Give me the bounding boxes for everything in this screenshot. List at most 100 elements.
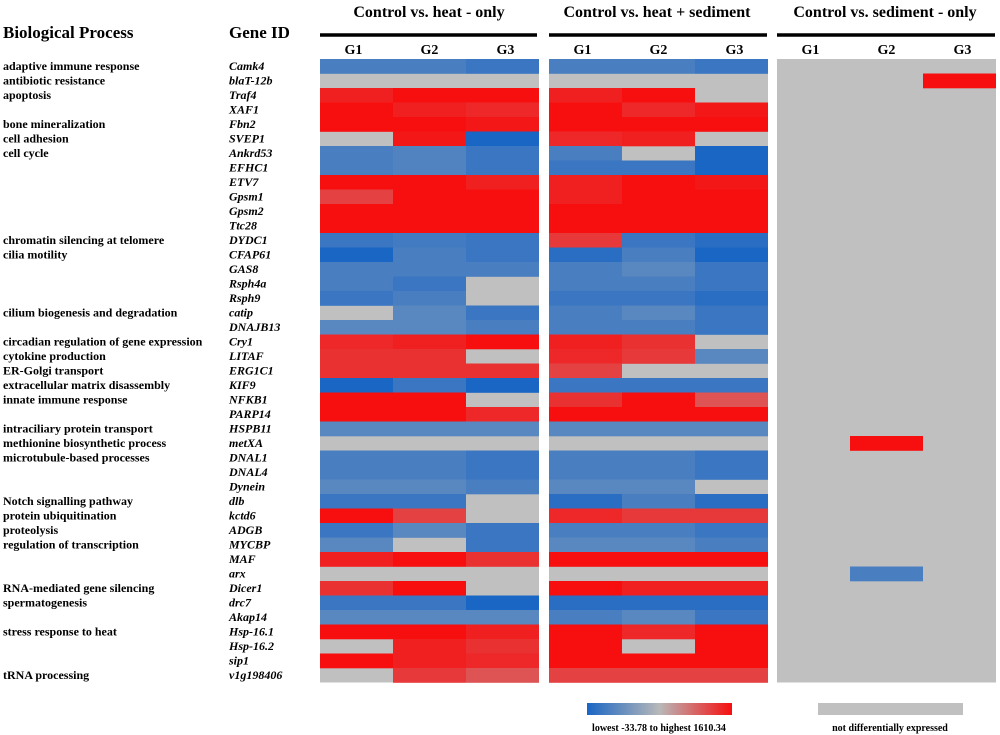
gene-label: v1g198406 [229, 668, 282, 682]
gene-label: NFKB1 [228, 393, 268, 407]
gene-label: Ttc28 [229, 219, 257, 233]
heatmap-cell [622, 349, 695, 364]
heatmap-cell [622, 233, 695, 248]
heatmap-cell [549, 146, 622, 161]
heatmap-cell [320, 102, 393, 118]
gene-label: XAF1 [228, 103, 259, 117]
heatmap-cell [393, 494, 466, 509]
process-label: cilium biogenesis and degradation [3, 306, 178, 320]
gene-label: Dynein [228, 480, 265, 494]
heatmap-cell [695, 276, 768, 292]
heatmap-cell [549, 117, 622, 132]
process-label: extracellular matrix disassembly [3, 378, 170, 392]
gene-label: DNAJB13 [228, 320, 280, 334]
heatmap-cell [549, 102, 622, 118]
heatmap-cell [695, 320, 768, 335]
heatmap-cell [393, 175, 466, 190]
heatmap-cell [466, 334, 539, 350]
heatmap-cell [622, 160, 695, 176]
heatmap-cell [622, 494, 695, 509]
heatmap-cell [549, 334, 622, 350]
heatmap-cell [320, 320, 393, 335]
gene-label: sip1 [228, 654, 249, 668]
heatmap-cell [622, 88, 695, 103]
heatmap-cell [549, 262, 622, 277]
process-label: cell cycle [3, 146, 49, 160]
column-label: G2 [650, 43, 668, 58]
heatmap-cell [393, 204, 466, 219]
legend-gray-label: not differentially expressed [832, 723, 948, 734]
heatmap-cell [695, 233, 768, 248]
gene-label: ERG1C1 [228, 364, 274, 378]
heatmap-cell [393, 668, 466, 683]
gene-label: SVEP1 [229, 132, 265, 146]
heatmap-cell [549, 233, 622, 248]
heatmap-cell [393, 523, 466, 538]
heatmap-cell [320, 537, 393, 553]
heatmap-cell [549, 363, 622, 379]
gene-label: CFAP61 [229, 248, 271, 262]
heatmap-cell [320, 378, 393, 393]
heatmap-cell [549, 392, 622, 408]
gene-label: Cry1 [229, 335, 253, 349]
heatmap-cell [320, 610, 393, 625]
heatmap-cell [466, 233, 539, 248]
gene-label: Rsph4a [228, 277, 266, 291]
heatmap-cell [320, 334, 393, 350]
heatmap-cell [393, 653, 466, 669]
heatmap-cell [695, 291, 768, 306]
legend-gradient-bar [587, 703, 732, 715]
process-column-header: Biological Process [3, 23, 134, 42]
heatmap-cell [466, 320, 539, 335]
gene-label: MAF [228, 552, 256, 566]
heatmap-cell [393, 88, 466, 103]
heatmap-cell [393, 218, 466, 234]
gene-label: metXA [229, 436, 263, 450]
heatmap-cell [393, 305, 466, 321]
heatmap-cell [695, 102, 768, 118]
heatmap-cell [622, 479, 695, 495]
heatmap-cell [695, 378, 768, 393]
heatmap-cell [393, 102, 466, 118]
heatmap-cell [549, 247, 622, 263]
heatmap-cell [320, 363, 393, 379]
heatmap-cell [695, 392, 768, 408]
heatmap-cell [393, 624, 466, 640]
heatmap-cell [393, 581, 466, 596]
heatmap-cell [320, 465, 393, 480]
heatmap-cell [549, 523, 622, 538]
process-label: proteolysis [3, 523, 58, 537]
gene-label: PARP14 [229, 407, 271, 421]
heatmap-cell [695, 218, 768, 234]
gene-label: Camk4 [229, 59, 264, 73]
heatmap-cell [695, 247, 768, 263]
column-label: G1 [574, 43, 592, 58]
heatmap-cell [320, 523, 393, 538]
heatmap-cell [549, 552, 622, 567]
gene-label: Ankrd53 [228, 146, 272, 160]
heatmap-cell [549, 537, 622, 553]
heatmap-cell [393, 407, 466, 422]
heatmap-cell [466, 523, 539, 538]
heatmap-cell [393, 610, 466, 625]
heatmap-cell [622, 653, 695, 669]
process-label: Notch signalling pathway [3, 494, 133, 508]
heatmap-cell [549, 465, 622, 480]
process-label: tRNA processing [3, 668, 89, 682]
heatmap-cell [695, 624, 768, 640]
heatmap-cell [320, 88, 393, 103]
heatmap-cell [622, 378, 695, 393]
heatmap-cell [466, 88, 539, 103]
heatmap-cell [320, 450, 393, 466]
heatmap-cell [549, 276, 622, 292]
heatmap-cell [695, 175, 768, 190]
heatmap-cell [695, 523, 768, 538]
heatmap-cell [695, 407, 768, 422]
gene-label: Traf4 [229, 88, 257, 102]
column-label: G3 [726, 43, 744, 58]
heatmap-cell [320, 160, 393, 176]
gene-label: DYDC1 [228, 233, 268, 247]
gene-label: MYCBP [228, 538, 271, 552]
heatmap-cell [622, 334, 695, 350]
heatmap-cell [320, 479, 393, 495]
